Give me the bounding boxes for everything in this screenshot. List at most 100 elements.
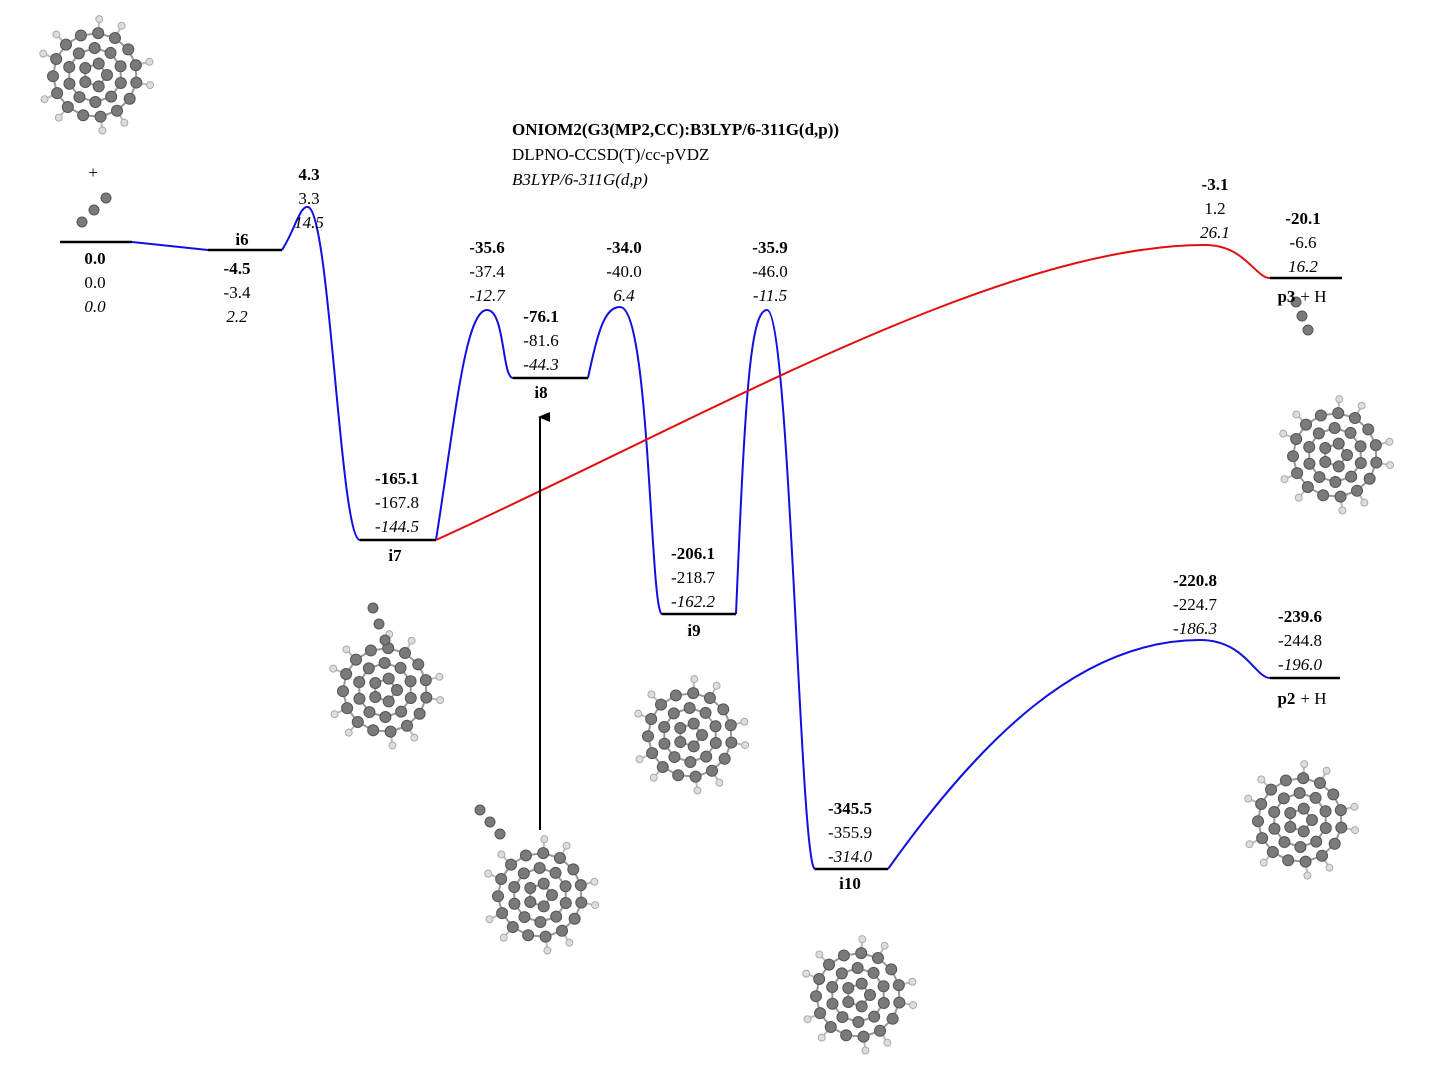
carbon bbox=[1298, 826, 1309, 837]
carbon bbox=[1315, 410, 1326, 421]
carbon bbox=[405, 692, 416, 703]
energy-value: 4.3 bbox=[298, 165, 319, 184]
method-title: ONIOM2(G3(MP2,CC):B3LYP/6-311G(d,p)) bbox=[512, 120, 839, 139]
energy-value: -244.8 bbox=[1278, 631, 1322, 650]
hydrogen bbox=[41, 96, 48, 103]
carbon bbox=[89, 43, 100, 54]
carbon bbox=[841, 1030, 852, 1041]
energy-value: -144.5 bbox=[375, 517, 419, 536]
energy-value: 16.2 bbox=[1288, 257, 1318, 276]
carbon bbox=[836, 968, 847, 979]
carbon bbox=[1320, 822, 1331, 833]
hydrogen bbox=[330, 665, 337, 672]
carbon bbox=[368, 603, 378, 613]
energy-value: -345.5 bbox=[828, 799, 872, 818]
carbon bbox=[670, 690, 681, 701]
carbon bbox=[402, 720, 413, 731]
carbon bbox=[1318, 490, 1329, 501]
path-curve bbox=[132, 242, 208, 250]
carbon bbox=[688, 688, 699, 699]
hydrogen bbox=[566, 939, 573, 946]
carbon bbox=[115, 61, 126, 72]
carbon bbox=[1278, 793, 1289, 804]
hydrogen bbox=[486, 916, 493, 923]
carbon bbox=[856, 1001, 867, 1012]
energy-value: -3.4 bbox=[224, 283, 251, 302]
energy-value: -206.1 bbox=[671, 544, 715, 563]
carbon bbox=[62, 101, 73, 112]
carbon bbox=[93, 58, 104, 69]
carbon bbox=[475, 805, 485, 815]
carbon bbox=[90, 96, 101, 107]
carbon bbox=[413, 659, 424, 670]
carbon bbox=[684, 703, 695, 714]
carbon bbox=[547, 890, 558, 901]
carbon bbox=[380, 635, 390, 645]
carbon bbox=[659, 722, 670, 733]
carbon bbox=[560, 881, 571, 892]
carbon bbox=[538, 878, 549, 889]
carbon bbox=[106, 91, 117, 102]
carbon bbox=[1336, 822, 1347, 833]
species-name: p3 bbox=[1277, 287, 1295, 306]
energy-value: -35.9 bbox=[752, 238, 787, 257]
hydrogen bbox=[1326, 864, 1333, 871]
hydrogen bbox=[389, 742, 396, 749]
carbon bbox=[843, 997, 854, 1008]
carbon bbox=[718, 704, 729, 715]
carbon bbox=[383, 673, 394, 684]
carbon bbox=[701, 751, 712, 762]
carbon bbox=[843, 982, 854, 993]
path-curve bbox=[588, 307, 662, 614]
hydrogen bbox=[1301, 761, 1308, 768]
hydrogen bbox=[694, 787, 701, 794]
hydrogen bbox=[345, 729, 352, 736]
carbon bbox=[80, 62, 91, 73]
carbon bbox=[105, 47, 116, 58]
hydrogen bbox=[96, 16, 103, 23]
hydrogen bbox=[881, 942, 888, 949]
carbon bbox=[102, 70, 113, 81]
carbon bbox=[1313, 428, 1324, 439]
carbon bbox=[554, 853, 565, 864]
carbon bbox=[1304, 442, 1315, 453]
hydrogen bbox=[742, 742, 749, 749]
carbon bbox=[673, 770, 684, 781]
carbon bbox=[392, 685, 403, 696]
energy-value: -4.5 bbox=[224, 259, 251, 278]
species-name: p2 bbox=[1277, 689, 1295, 708]
hydrogen bbox=[1361, 499, 1368, 506]
hydrogen bbox=[147, 82, 154, 89]
hydrogen bbox=[591, 878, 598, 885]
hydrogen bbox=[55, 114, 62, 121]
carbon bbox=[1300, 856, 1311, 867]
carbon bbox=[688, 718, 699, 729]
hydrogen bbox=[498, 851, 505, 858]
carbon bbox=[75, 30, 86, 41]
carbon bbox=[825, 1021, 836, 1032]
carbon bbox=[827, 998, 838, 1009]
carbon bbox=[707, 765, 718, 776]
hydrogen bbox=[53, 31, 60, 38]
carbon bbox=[80, 77, 91, 88]
energy-value: -167.8 bbox=[375, 493, 419, 512]
carbon bbox=[1269, 823, 1280, 834]
carbon bbox=[1342, 450, 1353, 461]
carbon bbox=[363, 663, 374, 674]
carbon bbox=[1371, 457, 1382, 468]
carbon bbox=[557, 925, 568, 936]
energy-value: -44.3 bbox=[523, 355, 558, 374]
hydrogen bbox=[910, 1002, 917, 1009]
carbon bbox=[1288, 451, 1299, 462]
hydrogen bbox=[803, 970, 810, 977]
energy-diagram: ONIOM2(G3(MP2,CC):B3LYP/6-311G(d,p)) DLP… bbox=[0, 0, 1430, 1090]
carbon bbox=[130, 60, 141, 71]
carbon bbox=[51, 54, 62, 65]
carbon bbox=[370, 677, 381, 688]
carbon bbox=[365, 645, 376, 656]
path-curve bbox=[436, 310, 513, 540]
carbon bbox=[569, 913, 580, 924]
carbon bbox=[1257, 833, 1268, 844]
energy-value: 2.2 bbox=[226, 307, 248, 326]
hydrogen bbox=[1295, 494, 1302, 501]
